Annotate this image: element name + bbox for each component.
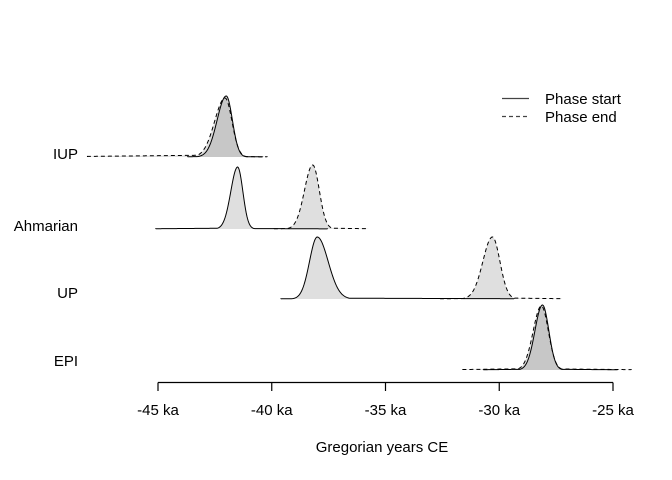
density-fill-iup-start (187, 96, 263, 157)
x-axis-tick-label: -25 ka (592, 402, 634, 419)
row-label-iup: IUP (53, 146, 78, 163)
density-fill-up-start (280, 237, 515, 299)
legend-label-phase-start: Phase start (545, 91, 622, 108)
density-fill-iup-end (87, 98, 268, 157)
density-fill-epi-end (462, 306, 632, 370)
x-axis-title: Gregorian years CE (316, 439, 449, 456)
x-axis-tick-label: -30 ka (478, 402, 520, 419)
x-axis: -45 ka -40 ka -35 ka -30 ka -25 ka Grego… (137, 381, 634, 456)
density-outline-iup-end (86, 97, 268, 158)
legend-label-phase-end: Phase end (545, 109, 617, 126)
x-axis-tick-label: -45 ka (137, 402, 179, 419)
x-axis-tick-label: -40 ka (251, 402, 293, 419)
density-outline-ahmarian-end (273, 164, 369, 230)
density-outline-iup-start (187, 95, 264, 158)
x-axis-tick-label: -35 ka (365, 402, 407, 419)
density-curves (86, 95, 632, 371)
row-label-up: UP (57, 285, 78, 302)
row-labels: IUP Ahmarian UP EPI (14, 146, 78, 370)
row-label-ahmarian: Ahmarian (14, 218, 78, 235)
density-fill-epi-start (483, 305, 618, 370)
density-outline-ahmarian-start (155, 166, 328, 230)
legend: Phase start Phase end (502, 91, 622, 126)
density-fill-ahmarian-end (274, 165, 369, 229)
density-outline-epi-start (482, 304, 619, 371)
density-outline-up-start (280, 236, 515, 300)
density-fill-ahmarian-start (155, 167, 328, 229)
row-label-epi: EPI (54, 353, 78, 370)
